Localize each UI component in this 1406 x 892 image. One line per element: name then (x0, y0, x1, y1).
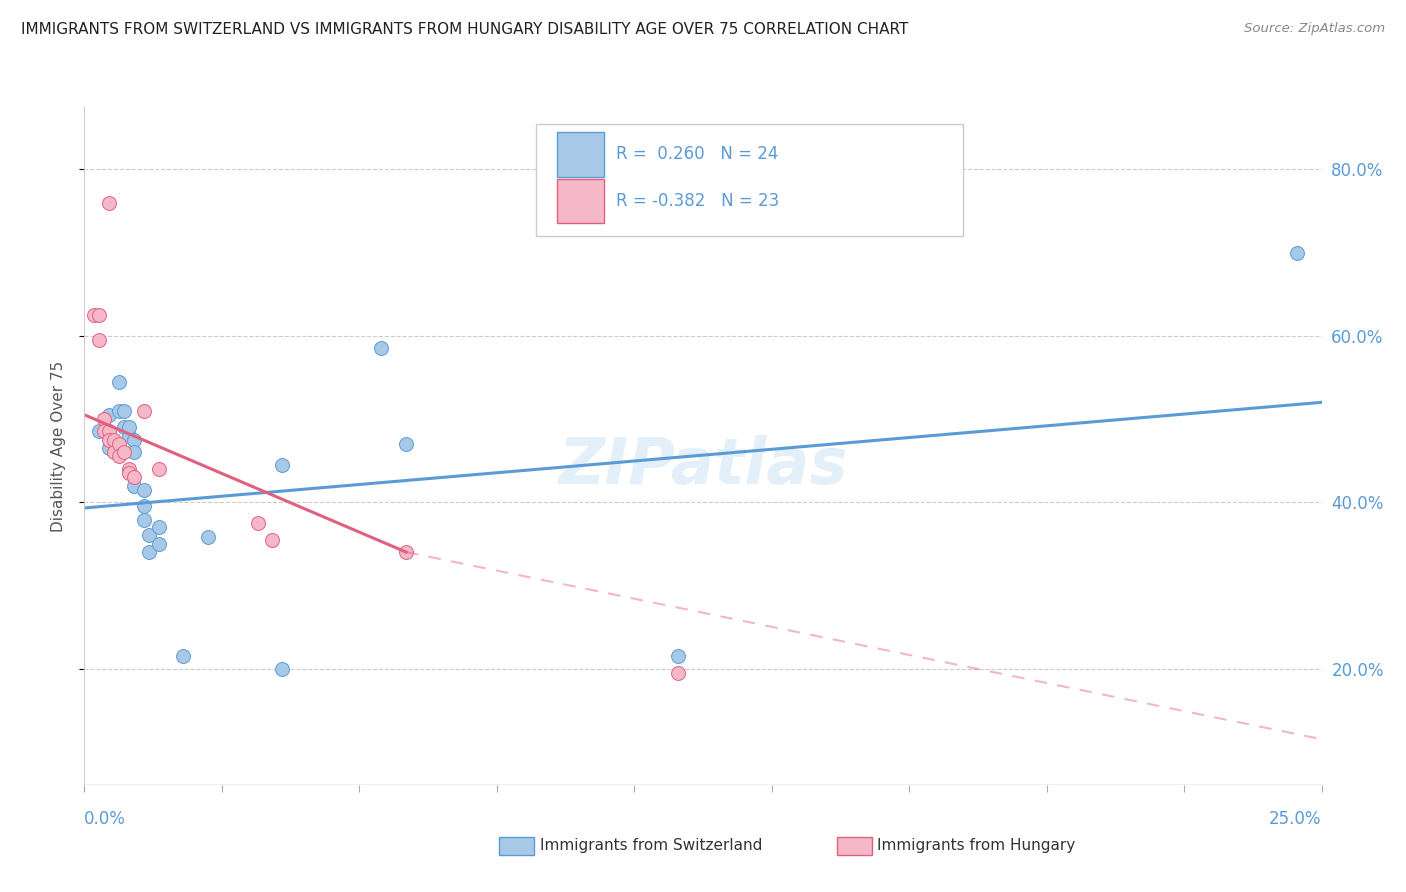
Text: R = -0.382   N = 23: R = -0.382 N = 23 (616, 192, 780, 210)
Point (98, 425, 121, 439)
Text: 25.0%: 25.0% (1270, 810, 1322, 828)
Point (103, 445, 125, 459)
FancyBboxPatch shape (557, 178, 605, 223)
Point (122, 470, 145, 484)
Point (89, 308, 111, 322)
Point (98, 195, 121, 210)
Point (271, 661, 294, 675)
Point (108, 375, 131, 389)
Point (197, 530, 219, 544)
Point (148, 462, 170, 476)
Point (112, 420, 135, 434)
Point (98, 441, 121, 455)
Point (98, 433, 121, 447)
Point (112, 445, 135, 459)
Text: Immigrants from Switzerland: Immigrants from Switzerland (540, 838, 762, 853)
FancyBboxPatch shape (557, 132, 605, 177)
Point (112, 403, 135, 417)
Text: R =  0.260   N = 24: R = 0.260 N = 24 (616, 145, 779, 163)
Point (132, 513, 155, 527)
Point (148, 520, 170, 534)
Point (83, 308, 105, 322)
Point (108, 437, 131, 451)
Point (246, 516, 269, 530)
Point (138, 545, 160, 559)
Point (122, 478, 145, 492)
Point (148, 537, 170, 551)
Point (93, 412, 115, 426)
Point (370, 341, 392, 355)
Point (271, 458, 294, 472)
Point (262, 533, 284, 547)
Point (132, 403, 155, 417)
Point (103, 433, 125, 447)
Point (138, 528, 160, 542)
Point (122, 445, 145, 459)
Text: Source: ZipAtlas.com: Source: ZipAtlas.com (1244, 22, 1385, 36)
Text: Immigrants from Hungary: Immigrants from Hungary (877, 838, 1076, 853)
Point (98, 408, 121, 422)
Point (89, 333, 111, 347)
FancyBboxPatch shape (536, 124, 963, 235)
Point (118, 462, 141, 476)
Point (108, 450, 131, 464)
Point (666, 665, 689, 680)
Text: ZIPatlas: ZIPatlas (558, 435, 848, 498)
Point (395, 545, 418, 559)
Point (132, 500, 155, 514)
Point (89, 425, 111, 439)
Point (1285, 245, 1308, 260)
Text: 0.0%: 0.0% (84, 810, 127, 828)
Point (132, 483, 155, 497)
Y-axis label: Disability Age Over 75: Disability Age Over 75 (51, 360, 66, 532)
Point (108, 403, 131, 417)
Point (118, 428, 141, 442)
Point (395, 437, 418, 451)
Point (172, 648, 194, 663)
Point (93, 425, 115, 439)
Point (118, 420, 141, 434)
Point (122, 433, 145, 447)
Point (118, 466, 141, 480)
Point (666, 648, 689, 663)
Text: IMMIGRANTS FROM SWITZERLAND VS IMMIGRANTS FROM HUNGARY DISABILITY AGE OVER 75 CO: IMMIGRANTS FROM SWITZERLAND VS IMMIGRANT… (21, 22, 908, 37)
